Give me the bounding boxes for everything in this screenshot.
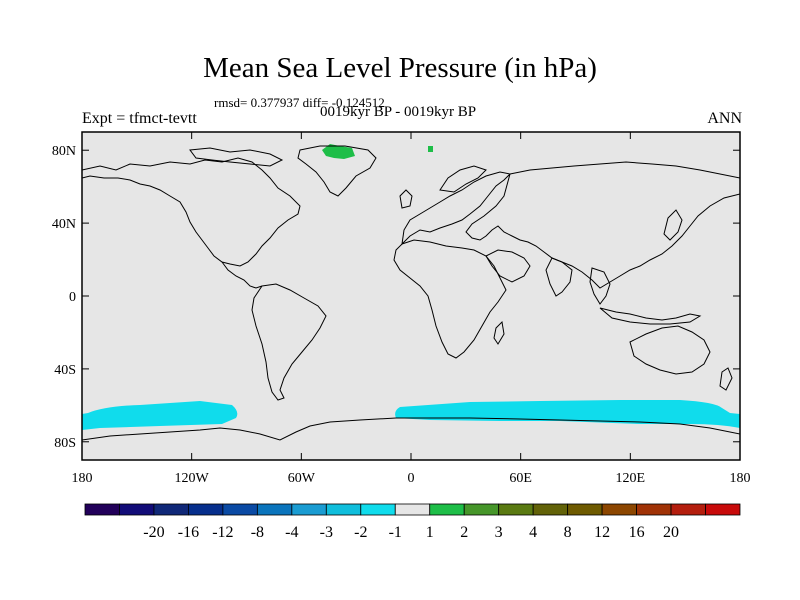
- coastline-asia: [465, 161, 740, 289]
- lat-tick-label: 80N: [52, 144, 76, 159]
- lon-tick-label: 180: [72, 471, 93, 486]
- colorbar-swatch: [84, 503, 120, 516]
- lon-tick-label: 120W: [175, 471, 210, 486]
- colorbar-swatch: [256, 503, 293, 516]
- lon-tick-label: 120E: [616, 471, 646, 486]
- colorbar-label: 2: [460, 524, 468, 541]
- coastline-europe: [401, 171, 512, 246]
- coastline-arctic-islands: [189, 147, 284, 167]
- colorbar-label: -1: [389, 524, 402, 541]
- colorbar-label: 8: [564, 524, 572, 541]
- colorbar-label: 20: [663, 524, 679, 541]
- colorbar-label: -8: [251, 524, 264, 541]
- colorbar: -20 -16 -12 -8 -4 -3 -2 -1 1 2 3 4 8 12 16 20: [84, 503, 741, 541]
- colorbar-swatch: [636, 503, 672, 516]
- lat-tick-label: 80S: [54, 436, 76, 451]
- coastline-greenland: [297, 145, 377, 197]
- rmsd-diff-text: rmsd= 0.377937 diff= -0.124512: [214, 95, 385, 110]
- colorbar-label: 4: [529, 524, 537, 541]
- coastline-madagascar: [493, 320, 505, 345]
- colorbar-swatch: [705, 503, 741, 516]
- colorbar-label: -12: [212, 524, 233, 541]
- coastline-indochina: [589, 267, 611, 305]
- colorbar-label: -3: [320, 524, 333, 541]
- season-label: ANN: [707, 110, 742, 127]
- lon-tick-label: 60W: [288, 471, 316, 486]
- coastline-new-zealand: [719, 367, 733, 391]
- coastline-south-america: [251, 283, 327, 401]
- lat-tick-label: 40S: [54, 363, 76, 378]
- colorbar-swatch: [532, 503, 569, 516]
- lon-tick-label: 0: [408, 471, 415, 486]
- colorbar-swatch: [222, 503, 258, 516]
- lon-tick-label: 60E: [509, 471, 532, 486]
- coastline-central-america: [221, 261, 263, 289]
- coastline-japan: [663, 209, 683, 241]
- coastline-arabia: [485, 249, 531, 283]
- colorbar-swatch: [670, 503, 706, 516]
- positive-anomaly-region: [428, 146, 433, 152]
- lat-tick-label: 0: [69, 290, 76, 305]
- colorbar-swatch: [291, 503, 327, 516]
- colorbar-swatch: [567, 503, 603, 516]
- coastline-australia: [629, 325, 711, 375]
- anomaly-layer: [82, 144, 740, 460]
- coastline-india: [545, 257, 573, 297]
- colorbar-swatch: [394, 503, 431, 516]
- negative-anomaly-region: [82, 400, 740, 460]
- lon-tick-label: 180: [730, 471, 751, 486]
- coastline-north-america: [82, 157, 301, 267]
- colorbar-swatch: [119, 503, 155, 516]
- colorbar-label: -2: [354, 524, 367, 541]
- colorbar-swatch: [463, 503, 500, 516]
- colorbar-label: -16: [178, 524, 199, 541]
- colorbar-swatch: [429, 503, 465, 516]
- lat-tick-label: 40N: [52, 217, 76, 232]
- colorbar-swatch: [325, 503, 362, 516]
- colorbar-label: 3: [495, 524, 503, 541]
- longitude-axis: 180 120W 60W 0 60E 120E 180: [72, 132, 751, 486]
- coastlines: [82, 145, 740, 441]
- latitude-axis: 80N 40N 0 40S 80S: [52, 144, 740, 451]
- colorbar-label: 16: [629, 524, 645, 541]
- colorbar-swatch: [601, 503, 637, 516]
- coastline-africa: [393, 239, 507, 359]
- colorbar-swatch: [360, 503, 396, 516]
- colorbar-swatch: [188, 503, 224, 516]
- coastline-antarctica: [82, 417, 740, 441]
- colorbar-swatch: [153, 503, 189, 516]
- colorbar-swatch: [498, 503, 534, 516]
- colorbar-label: 1: [426, 524, 434, 541]
- colorbar-label: -20: [143, 524, 164, 541]
- positive-anomaly-region: [322, 144, 355, 159]
- map-title: Mean Sea Level Pressure (in hPa): [203, 52, 597, 84]
- coastline-scandinavia: [439, 165, 487, 193]
- coastline-indonesia: [599, 307, 702, 325]
- experiment-label: Expt = tfmct-tevtt: [82, 110, 197, 127]
- coastline-british-isles: [399, 189, 413, 209]
- period-subtitle: 0019kyr BP - 0019kyr BP: [320, 104, 477, 120]
- colorbar-label: -4: [285, 524, 298, 541]
- colorbar-label: 12: [594, 524, 610, 541]
